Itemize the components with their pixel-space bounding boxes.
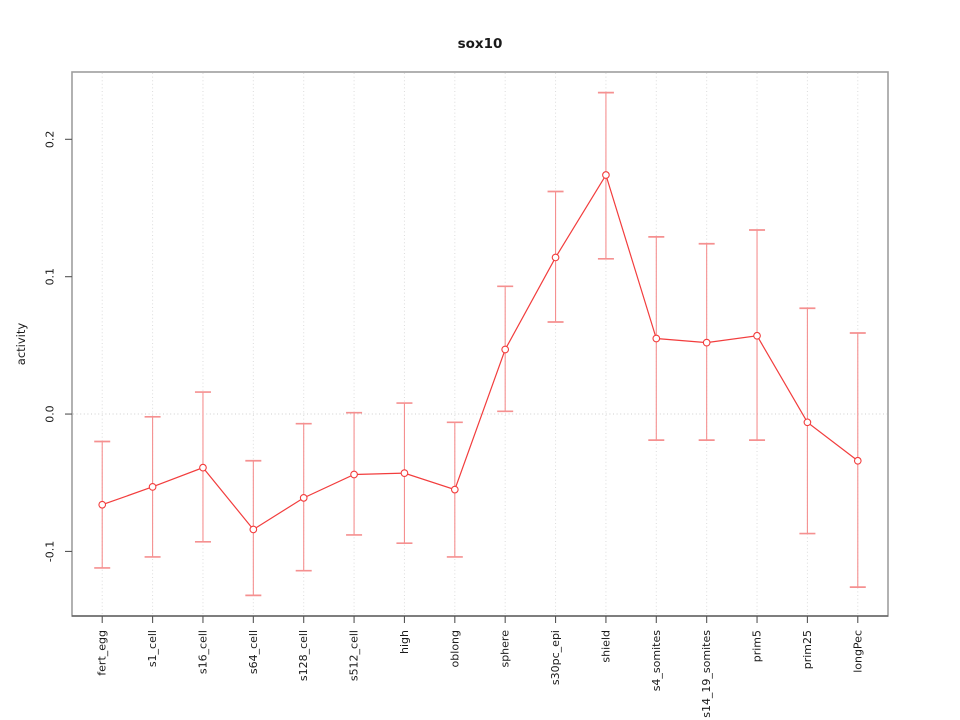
data-point-marker: [753, 331, 761, 340]
y-axis-label: activity: [14, 323, 28, 366]
y-tick-label: 0.1: [44, 268, 57, 286]
plot-frame-layer: [71, 71, 889, 617]
data-point-marker: [98, 500, 107, 509]
x-tick-label: s30pc_epi: [549, 630, 562, 685]
x-tick-label: oblong: [448, 630, 461, 667]
x-tick-label: s64_cell: [247, 630, 260, 674]
data-point-marker: [400, 469, 409, 477]
x-tick-label: s4_somites: [650, 630, 663, 692]
data-layer: [94, 91, 866, 597]
x-tick-label: prim25: [801, 630, 814, 669]
data-point-marker: [652, 334, 661, 343]
data-point-marker: [702, 338, 711, 347]
y-tick-label: 0.2: [44, 131, 57, 149]
data-point-marker: [299, 494, 308, 502]
data-point-marker: [501, 345, 510, 354]
data-point-marker: [602, 171, 610, 179]
data-point-marker: [803, 418, 812, 427]
axes-layer: -0.1 0.0 0.1 0.2 fert_egg s1_cell s16_cell s64_…: [44, 131, 865, 718]
x-tick-label: longPec: [851, 630, 864, 673]
x-tick-label: s1_cell: [146, 630, 159, 667]
x-tick-label: s128_cell: [297, 630, 310, 681]
chart-title: sox10: [458, 36, 503, 52]
x-tick-label: sphere: [499, 630, 512, 668]
y-tick-label: 0.0: [44, 405, 57, 423]
data-point-marker: [853, 456, 862, 465]
x-tick-label: s14_19_somites: [700, 630, 713, 718]
data-point-marker: [551, 253, 560, 262]
x-tick-label: s16_cell: [196, 630, 209, 674]
data-point-marker: [450, 485, 459, 494]
y-tick-label: -0.1: [44, 541, 57, 562]
grid-layer: [73, 73, 887, 615]
data-point-marker: [249, 525, 258, 534]
series-line: [102, 173, 859, 531]
x-tick-label: shield: [599, 630, 612, 663]
x-tick-label: high: [398, 630, 411, 654]
x-tick-label: prim5: [751, 630, 764, 662]
data-point-marker: [148, 483, 157, 491]
plot-box: [71, 71, 889, 617]
data-point-marker: [350, 470, 358, 479]
x-tick-label: fert_egg: [96, 630, 109, 676]
x-tick-label: s512_cell: [348, 630, 361, 681]
data-point-marker: [199, 463, 207, 472]
